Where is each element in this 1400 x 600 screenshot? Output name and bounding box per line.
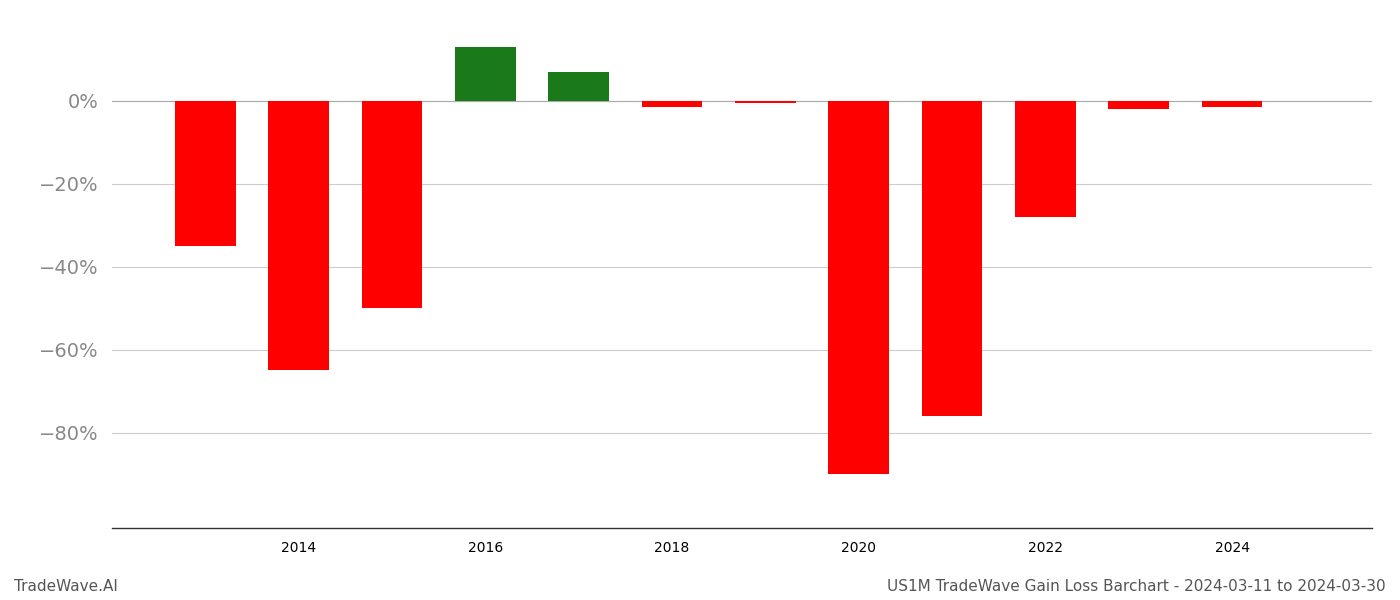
Text: US1M TradeWave Gain Loss Barchart - 2024-03-11 to 2024-03-30: US1M TradeWave Gain Loss Barchart - 2024… [888,579,1386,594]
Bar [549,72,609,101]
Bar [921,101,983,416]
Bar [1201,101,1263,107]
Bar [361,101,423,308]
Text: TradeWave.AI: TradeWave.AI [14,579,118,594]
Bar [1109,101,1169,109]
Bar [455,47,515,101]
Bar [269,101,329,370]
Bar [175,101,235,246]
Bar [1015,101,1075,217]
Bar [641,101,703,107]
Bar [735,101,795,103]
Bar [829,101,889,474]
